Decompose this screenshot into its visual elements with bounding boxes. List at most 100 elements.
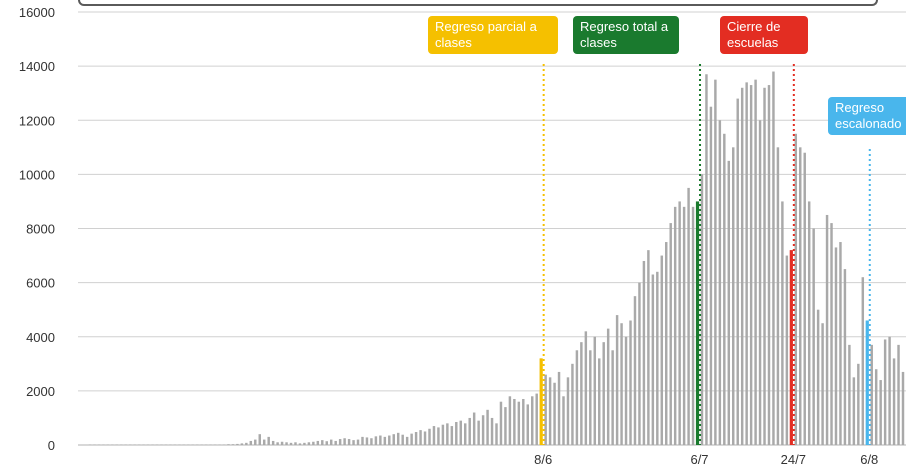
bar [892,358,896,445]
bar [374,436,378,445]
bar [383,436,387,445]
bar [589,350,592,445]
bar [562,396,565,445]
bar [499,401,503,445]
x-tick-label: 24/7 [781,452,806,467]
bar [294,442,297,445]
bar [620,323,623,445]
y-tick-label: 12000 [19,113,55,128]
bar [245,442,248,445]
bar [334,440,337,445]
bar [736,98,739,445]
bar [517,401,521,445]
bar [682,206,686,445]
bar [267,436,270,445]
bar [575,350,579,445]
bar [839,242,842,445]
bar [571,363,574,445]
bar [472,412,476,445]
bar [870,344,873,445]
bar [535,393,538,445]
bar [727,160,731,445]
bar [254,439,257,445]
bar [879,380,882,445]
bar [647,250,650,445]
bar [128,444,132,445]
bar [178,444,181,445]
bar [888,336,891,445]
bar [446,423,449,445]
bar [584,331,588,445]
bar [732,147,735,445]
bar [508,396,512,445]
bar [874,369,878,445]
bar [785,255,789,445]
bar [522,398,525,445]
annotation-regreso-parcial: Regreso parcial a clases [428,16,558,54]
bar [553,382,556,445]
annotation-regreso-total: Regreso total a clases [573,16,679,54]
bar [410,433,413,445]
bar [285,442,288,445]
bar [763,87,766,446]
bar [93,444,96,445]
bar [213,444,217,445]
x-tick-label: 6/8 [860,452,878,467]
bar [812,228,815,445]
y-tick-label: 0 [48,438,55,453]
bar [656,271,659,445]
bar [807,201,811,445]
x-tick-label: 6/7 [690,452,708,467]
bar [593,336,597,445]
bar [580,342,583,445]
bar [486,409,489,445]
bar [262,439,266,445]
bar [298,443,302,445]
bar [204,444,208,445]
bar [164,444,168,445]
bar [490,417,494,445]
bar [97,444,101,445]
bar [781,201,784,445]
bar [307,442,311,445]
bar [566,377,570,445]
bar [450,426,454,445]
y-tick-label: 16000 [19,5,55,20]
bar [794,133,798,445]
bar [638,282,641,445]
bar [495,423,498,445]
bar [848,344,851,445]
bar [88,444,92,445]
bar [236,443,239,445]
bar [146,444,150,445]
bar [115,444,119,445]
bar [745,82,748,446]
bar [396,432,400,445]
bar [526,404,529,445]
bar [249,440,253,445]
bar [758,120,762,445]
bar [414,432,418,445]
bar [191,444,194,445]
bar [329,439,333,445]
bar [240,443,244,445]
bar [276,442,279,445]
bar [504,407,507,445]
bar [347,439,351,445]
bar [687,187,690,445]
bar [673,206,677,445]
bar [852,377,856,445]
bar [624,336,628,445]
bar [120,444,123,445]
bar [557,371,561,445]
bar [432,426,436,445]
bar [280,441,284,445]
bar [897,344,900,445]
bar [423,431,427,445]
bar [602,342,605,445]
bar [437,427,440,445]
bar [338,439,342,445]
bar [303,442,306,445]
bar [718,120,722,445]
